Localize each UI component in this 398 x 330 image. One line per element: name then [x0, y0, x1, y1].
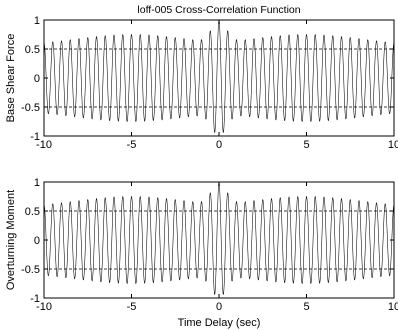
y-tick-label: 1: [34, 15, 40, 27]
y-axis-label: Base Shear Force: [5, 34, 17, 123]
plot-area: -10 -5 0 5 10 -1 -0.5 0 0.5 1: [21, 15, 398, 151]
y-tick-label: 0.5: [25, 206, 40, 218]
y-tick-label: -1: [30, 131, 40, 143]
y-tick-label: -0.5: [21, 264, 40, 276]
y-tick-label: -0.5: [21, 102, 40, 114]
x-tick-label: -5: [127, 139, 137, 151]
chart-overturning-moment: Time Delay (sec) Overturning Moment -10-…: [5, 177, 398, 329]
series-line: [43, 181, 395, 295]
x-tick-label: 5: [303, 301, 309, 313]
plot-area: -10 -5 0 5 10 -1 -0.5 0 0.5 1: [21, 177, 398, 313]
y-tick-label: 0: [34, 73, 40, 85]
x-tick-label: 10: [388, 139, 398, 151]
x-tick-label: -10: [36, 139, 52, 151]
x-tick-label: 0: [216, 301, 222, 313]
chart-base-shear: loff-005 Cross-Correlation Function Base…: [5, 4, 398, 151]
y-tick-label: 1: [34, 177, 40, 189]
x-axis-label: Time Delay (sec): [178, 317, 261, 329]
x-tick-label: 10: [388, 301, 398, 313]
y-axis-label: Overturning Moment: [5, 190, 17, 290]
x-tick-label: -5: [127, 301, 137, 313]
chart-title: loff-005 Cross-Correlation Function: [137, 4, 300, 16]
y-tick-label: 0.5: [25, 44, 40, 56]
x-tick-label: 0: [216, 139, 222, 151]
y-tick-label: 0: [34, 235, 40, 247]
x-tick-label: 5: [303, 139, 309, 151]
x-tick-label: -10: [36, 301, 52, 313]
y-tick-label: -1: [30, 293, 40, 305]
series-line: [43, 19, 395, 133]
